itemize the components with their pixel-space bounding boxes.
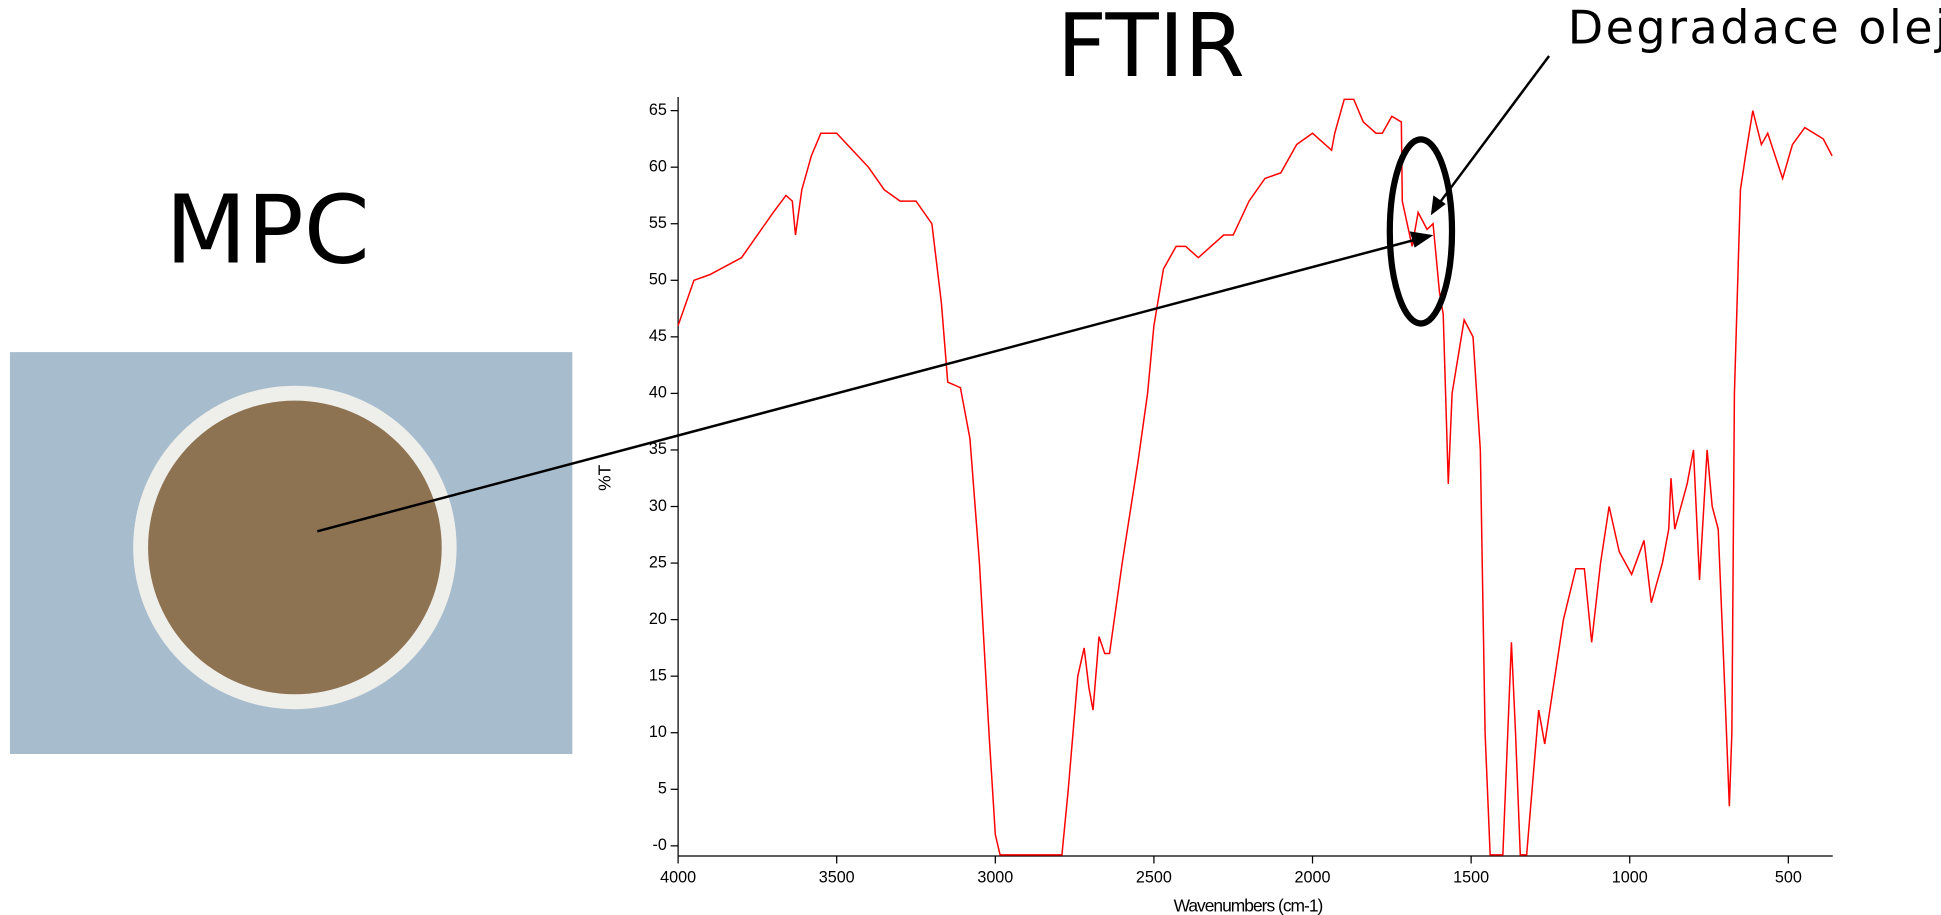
x-tick-label: 3000 bbox=[977, 869, 1013, 887]
y-tick-label: 55 bbox=[649, 214, 667, 232]
y-tick-label: 10 bbox=[649, 723, 667, 741]
y-tick-label: 40 bbox=[649, 384, 667, 402]
y-tick-label: 50 bbox=[649, 271, 667, 289]
y-tick-label: 25 bbox=[649, 553, 667, 571]
photo-label: MPC bbox=[165, 175, 370, 285]
y-tick-label: 5 bbox=[658, 780, 667, 798]
y-tick-label: 30 bbox=[649, 497, 667, 515]
x-tick-label: 500 bbox=[1775, 869, 1802, 887]
y-tick-label: 20 bbox=[649, 610, 667, 628]
x-tick-label: 2000 bbox=[1295, 869, 1331, 887]
annotation: Degradace oleje bbox=[1568, 1, 1941, 55]
y-axis-label: %T bbox=[595, 464, 615, 490]
y-tick-label: 15 bbox=[649, 666, 667, 684]
chart-title: FTIR bbox=[1057, 0, 1245, 97]
spectrum-line bbox=[678, 99, 1832, 855]
y-tick-label: -0 bbox=[653, 836, 667, 854]
photo bbox=[10, 352, 572, 754]
x-tick-label: 3500 bbox=[819, 869, 855, 887]
slide: MPC FTIR Degradace oleje Wavenumbers (cm… bbox=[0, 0, 1941, 915]
y-tick-label: 60 bbox=[649, 157, 667, 175]
x-tick-label: 1000 bbox=[1612, 869, 1648, 887]
y-tick-label: 45 bbox=[649, 327, 667, 345]
x-tick-label: 2500 bbox=[1136, 869, 1172, 887]
y-tick-label: 65 bbox=[649, 101, 667, 119]
x-tick-label: 1500 bbox=[1453, 869, 1489, 887]
x-axis-label: Wavenumbers (cm-1) bbox=[1174, 896, 1323, 915]
x-tick-label: 4000 bbox=[660, 869, 696, 887]
